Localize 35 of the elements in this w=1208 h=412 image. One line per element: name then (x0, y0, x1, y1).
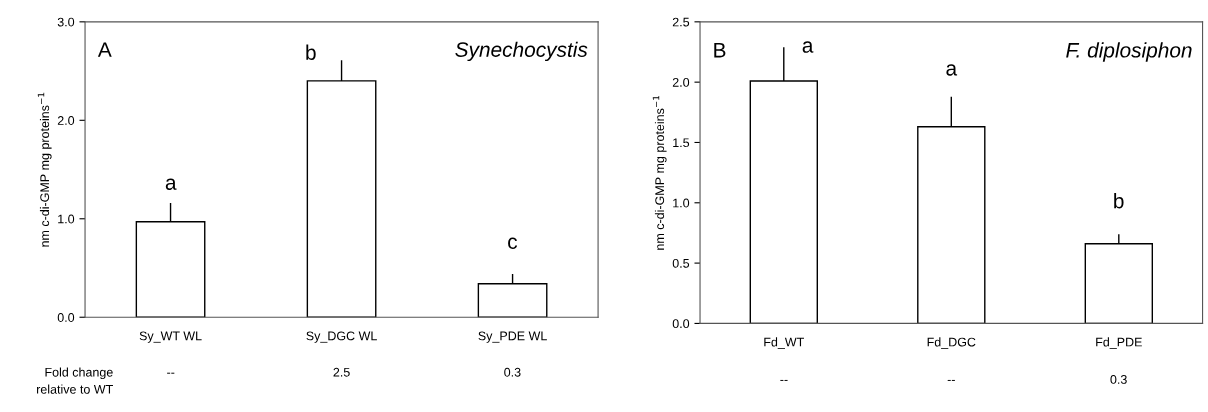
annotation: a (802, 41, 814, 53)
text: 2.5 (333, 367, 350, 377)
y-tick-label: 3.0 (57, 17, 75, 27)
y-tick-label: 0.5 (672, 258, 690, 268)
y-tick-label: 0.0 (57, 313, 75, 322)
y-tick-label: 1.0 (58, 214, 75, 224)
x-tick-label: Fd_PDE (1096, 337, 1142, 349)
x-tick-label: Sy_WT WL (139, 331, 202, 343)
y-tick-label: 1.5 (673, 138, 690, 148)
y-tick-label: 2.0 (57, 116, 75, 125)
x-tick-label: Sy_PDE WL (478, 331, 547, 343)
annotation: b (306, 44, 316, 60)
y-axis-title: nm c-di-GMP mg proteins$^{−1}$ (37, 92, 52, 247)
text: Synechocystis (455, 41, 588, 62)
text: -- (167, 372, 175, 374)
x-tick-label: Fd_DGC (927, 337, 976, 349)
text: 0.3 (504, 367, 521, 377)
annotation: c (508, 237, 518, 249)
y-tick-label: 2.5 (672, 17, 690, 27)
x-tick-label: Sy_DGC WL (306, 331, 377, 343)
annotation: b (1114, 193, 1124, 209)
text: 0.3 (1110, 375, 1127, 384)
x-tick-label: Fd_WT (764, 337, 804, 349)
text: -- (947, 379, 955, 381)
annotation: a (165, 178, 177, 190)
annotation: B (714, 43, 726, 58)
y-axis-title: nm c-di-GMP mg proteins$^{−1}$ (652, 95, 667, 250)
y-tick-label: 1.0 (673, 198, 690, 208)
text: Fold change relative to WT (36, 367, 113, 394)
y-tick-label: 0.0 (672, 319, 690, 329)
text: F. diplosiphon (1066, 42, 1192, 62)
text: -- (780, 379, 788, 381)
y-tick-label: 2.0 (672, 77, 690, 87)
annotation: a (946, 64, 958, 76)
annotation: A (97, 42, 112, 57)
